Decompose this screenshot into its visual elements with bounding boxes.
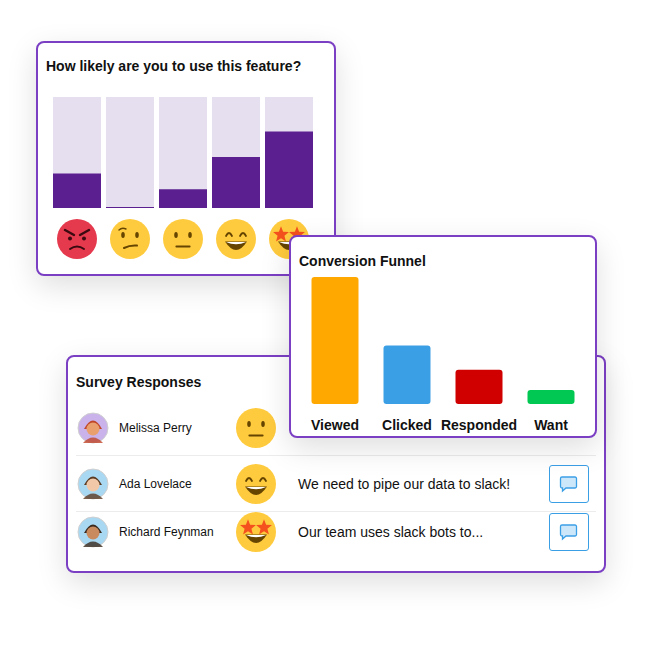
html-text:Our team uses slack bots to...: Our team uses slack bots to... bbox=[298, 524, 484, 540]
html-text:How likely are you to use this: How likely are you to use this feature? bbox=[46, 58, 302, 74]
html-text:Conversion Funnel: Conversion Funnel bbox=[299, 253, 426, 269]
svg-text:Viewed: Viewed bbox=[311, 417, 359, 433]
html-text:Ada Lovelace: Ada Lovelace bbox=[119, 477, 192, 491]
html-text:Survey Responses: Survey Responses bbox=[76, 374, 202, 390]
html-text:Richard Feynman: Richard Feynman bbox=[119, 525, 214, 539]
svg-text:Clicked: Clicked bbox=[382, 417, 432, 433]
svg-text:Responded: Responded bbox=[441, 417, 517, 433]
html-text:Melissa Perry: Melissa Perry bbox=[119, 421, 192, 435]
html-text:We need to pipe our data to sl: We need to pipe our data to slack! bbox=[298, 476, 511, 492]
svg-text:Want: Want bbox=[534, 417, 568, 433]
